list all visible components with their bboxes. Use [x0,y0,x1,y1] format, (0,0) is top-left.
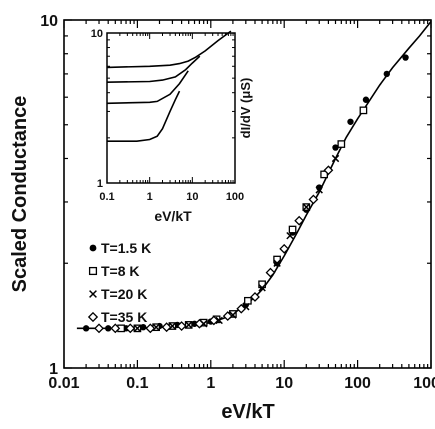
data-point [288,225,297,234]
data-point [337,140,346,148]
main-x-tick-label: 1 [206,375,215,392]
data-point [359,106,368,115]
legend-label: T=1.5 K [101,240,151,256]
data-point [402,54,409,61]
main-x-tick-label: 1000 [413,375,435,392]
inset-y-axis-title: dI/dV (μS) [238,78,253,139]
data-point [133,324,142,333]
inset-curve [107,90,181,142]
legend-marker [88,266,98,276]
data-point [222,311,233,321]
data-point [294,215,305,226]
data-point [208,315,219,326]
inset-x-tick-label: 1 [147,191,153,203]
inset-x-axis-title: eV/kT [154,208,192,224]
data-point [323,165,334,176]
main-y-tick-label: 10 [40,13,58,30]
main-x-tick-label: 10 [275,375,293,392]
data-point [320,170,328,179]
main-x-tick-label: 0.01 [48,375,79,392]
data-point [279,243,290,254]
data-point [236,303,247,314]
legend-label: T=20 K [101,286,147,302]
legend-marker [89,290,97,298]
data-point [161,322,172,333]
inset-y-tick-label: 1 [97,178,103,190]
inset-curve [106,55,201,83]
inset-curve [106,70,189,105]
inset-ticks [106,32,236,184]
main-y-tick-label: 1 [49,361,58,378]
main-tick-labels: 0.010.11101001000110 [40,13,435,392]
data-point [125,323,136,334]
inset-x-tick-label: 0.1 [99,191,114,203]
data-point [315,186,323,194]
data-point [215,316,223,325]
data-point [383,70,391,78]
main-points-group [82,54,409,334]
data-point [331,154,340,163]
data-point [145,323,156,334]
legend-marker [87,311,99,323]
data-point [110,323,121,334]
data-point [184,321,193,329]
data-point [332,144,339,151]
legend-marker [89,244,97,252]
data-point [140,323,147,331]
data-point [194,318,205,329]
data-point [82,325,90,332]
legend: T=1.5 K T=8 K T=20 K T=35 K [87,240,151,325]
main-y-axis-title: Scaled Conductance [9,96,31,293]
main-x-axis-title: eV/kT [221,401,274,423]
inset-curve [106,30,232,69]
data-point [176,321,187,331]
data-point [265,267,276,278]
data-point [250,292,260,302]
data-point [94,323,104,334]
data-point [244,296,252,305]
data-point [286,231,294,240]
main-x-tick-label: 0.1 [126,375,148,392]
inset-lines-group [106,30,232,142]
data-point [308,194,319,205]
data-point [347,118,354,125]
data-point [273,259,281,267]
inset-y-tick-label: 10 [91,28,103,40]
main-ticks [63,19,432,369]
data-point [302,203,311,211]
data-point [104,325,112,332]
inset-x-tick-label: 100 [226,191,244,203]
data-point [362,96,370,103]
legend-label: T=35 K [101,309,147,325]
main-x-tick-label: 100 [344,375,371,392]
legend-label: T=8 K [101,263,140,279]
inset-x-tick-label: 10 [186,191,198,203]
data-point [258,284,266,292]
